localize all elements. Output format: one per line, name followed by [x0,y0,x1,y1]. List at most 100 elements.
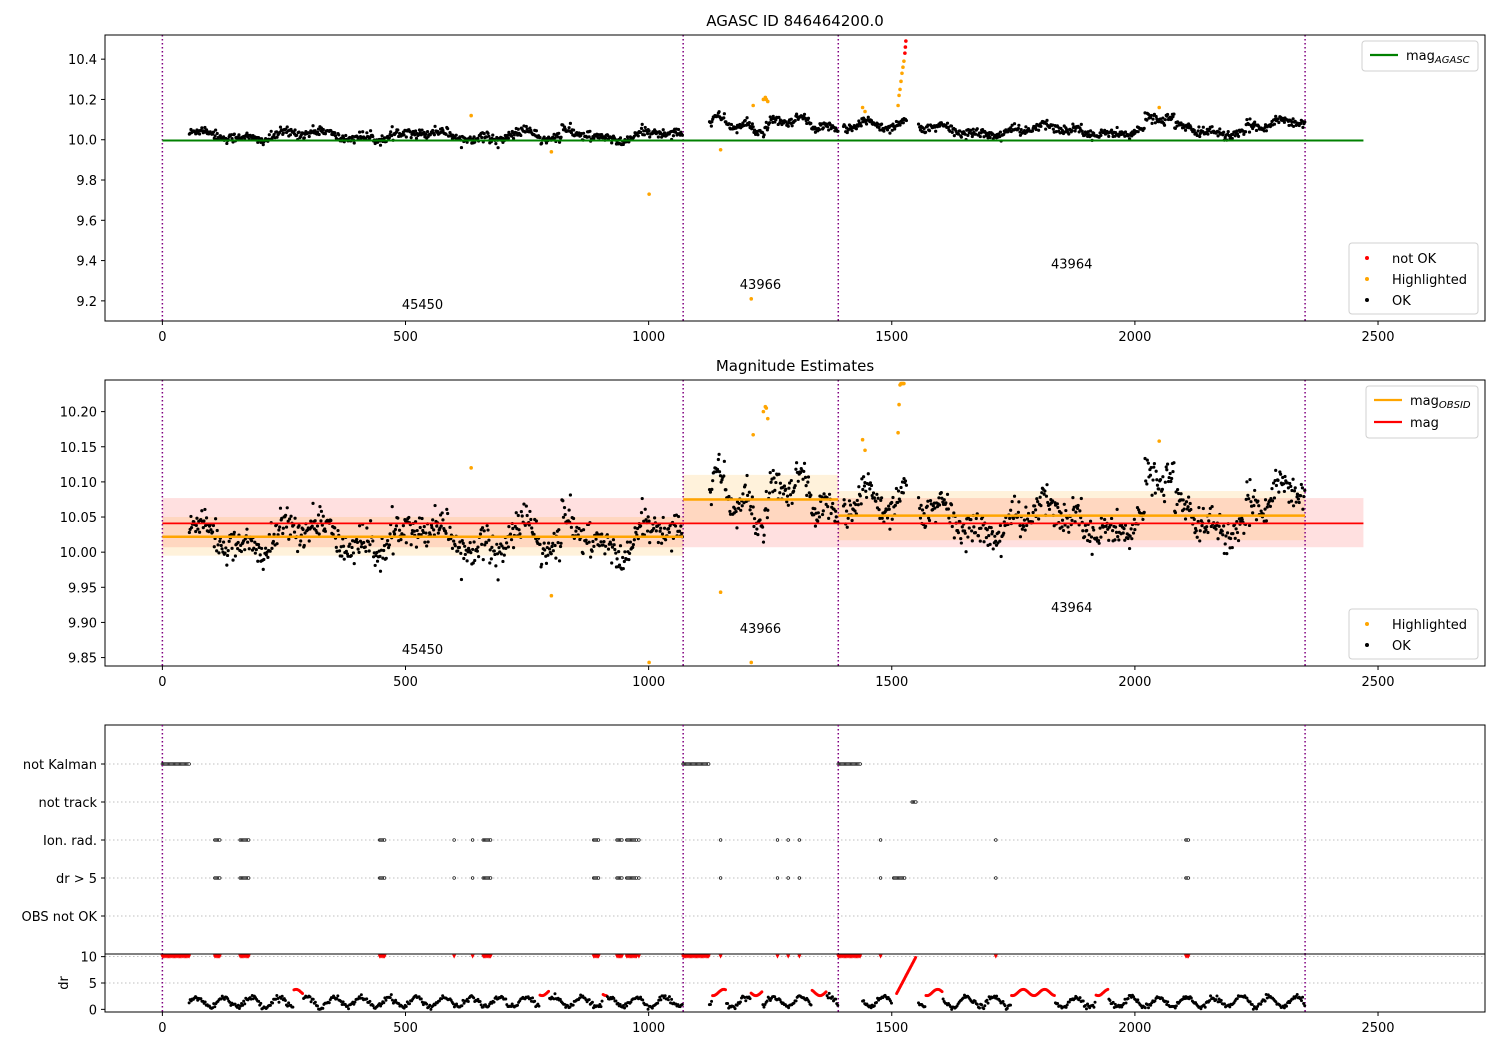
ok-point [610,545,615,549]
ok-point [342,557,346,561]
ok-point [970,539,974,543]
ok-point [1179,492,1183,496]
ok-point [281,526,285,530]
flag-marker [707,762,711,766]
ok-point [351,539,355,543]
ok-point [551,541,555,545]
dr-point [472,996,476,1000]
ok-point [621,555,625,560]
ok-point [394,524,399,528]
ok-point [716,457,720,462]
ok-point [368,519,373,523]
ok-point [1088,539,1092,544]
ok-point [207,530,211,534]
dr-point [203,1000,207,1004]
ok-point [1011,516,1016,521]
ok-point [888,131,892,135]
ok-point [302,136,306,140]
ok-point [323,529,327,533]
ok-point [1046,500,1050,505]
ok-point [480,135,484,140]
ok-point [1097,541,1101,545]
ok-point [1104,524,1108,528]
ok-point [784,487,788,491]
ok-point [766,126,770,130]
ok-point [561,499,565,503]
ok-point [845,525,849,529]
dr-point [973,999,977,1003]
dr-point [1228,1005,1232,1009]
ok-point [945,121,950,125]
flag-marker [1186,876,1191,880]
ok-point [261,143,265,147]
ok-point [617,563,622,567]
ok-point [458,540,462,544]
ok-point [850,518,854,523]
ok-point [404,541,408,545]
ok-point [281,531,285,536]
axes-frame [104,34,1486,322]
ok-point [826,125,830,129]
ok-point [806,480,810,484]
dr-clipped-marker [797,954,802,959]
ok-point [945,492,950,496]
ok-point [1269,497,1273,501]
ok-point [1076,503,1080,508]
highlighted-point [469,466,473,470]
ok-point [221,540,226,544]
ok-point [959,537,963,541]
ok-point [848,503,853,507]
ok-point [260,546,264,551]
ok-point [813,524,818,528]
flag-marker [488,838,493,842]
ok-point [559,135,563,139]
ok-point [195,516,199,520]
ok-point [1154,114,1158,119]
ok-point [340,554,344,558]
ok-point [747,490,751,494]
ok-point [292,530,297,534]
highlighted-point [1157,439,1162,443]
ok-point [877,507,881,512]
ok-point [1071,122,1075,126]
ok-point [788,481,792,485]
dr-point [1259,1002,1263,1006]
ok-point [756,133,760,137]
ok-point [984,535,989,540]
ok-point [859,502,863,506]
ok-point [196,527,200,531]
ok-point [743,118,747,123]
dr-point [826,996,830,1000]
ok-point [1144,479,1148,483]
ok-point [747,120,751,125]
ok-point [1045,118,1049,122]
ok-point [1070,129,1074,133]
ok-point [760,525,765,529]
ok-point [964,550,968,554]
dr-point [531,996,535,1000]
ok-point [569,131,573,135]
ok-point [1129,527,1133,531]
ok-point [220,547,224,551]
ok-point [516,513,520,518]
ok-point [618,136,623,140]
ok-point [998,523,1003,528]
ok-point [1065,128,1069,132]
ok-point [216,543,220,547]
ok-point [587,540,591,544]
ok-point [934,129,938,133]
ok-point [969,128,973,133]
ok-point [315,524,320,528]
ok-point [1025,517,1030,521]
ok-point [225,563,229,567]
ok-point [1136,130,1140,134]
ok-point [787,486,791,490]
highlighted-point [1157,105,1162,110]
ok-point [1247,497,1251,501]
dr-point [384,998,388,1002]
dr-x-tick-label: 1000 [632,1021,665,1036]
dr-point [980,1003,984,1007]
ok-point [952,134,956,138]
ok-point [1172,461,1176,465]
ok-point [827,128,831,132]
